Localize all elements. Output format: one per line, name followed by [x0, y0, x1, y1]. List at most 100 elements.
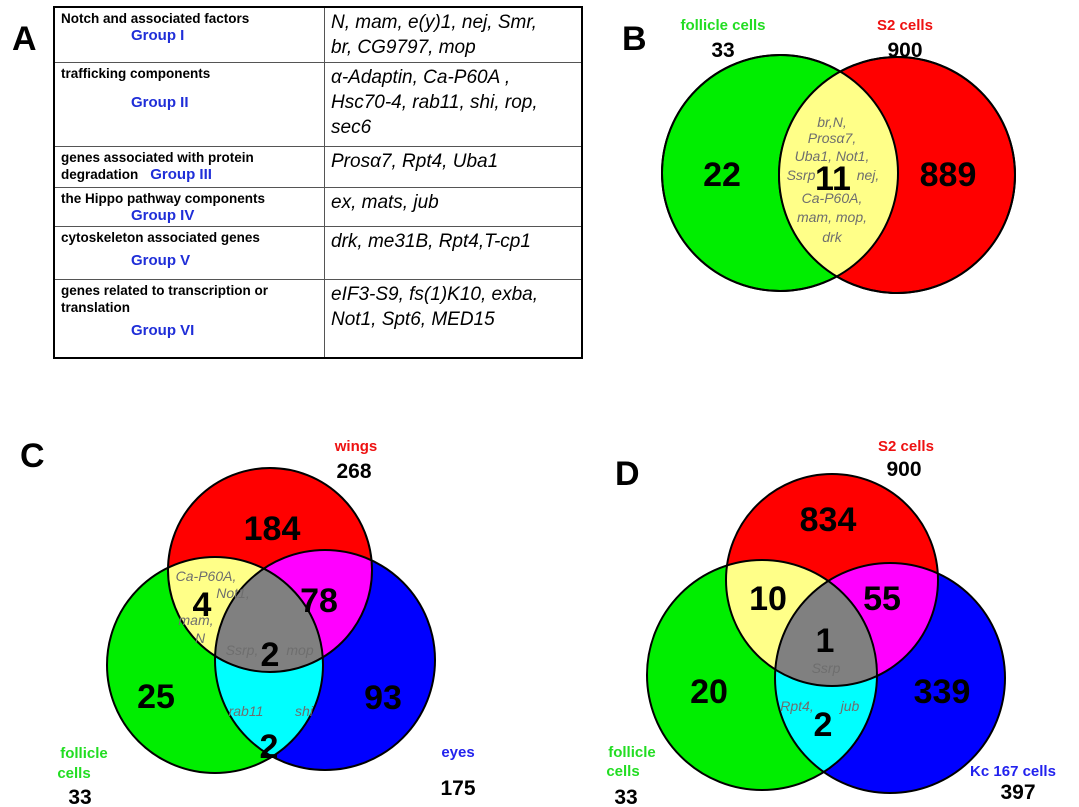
- venn-c-follicle-name: cells: [57, 765, 90, 782]
- gene-list-line: Not1, Spt6, MED15: [331, 309, 495, 330]
- gene-table-body: Notch and associated factors Group I N, ma…: [53, 6, 583, 358]
- venn-b-follicle-name: follicle cells: [680, 17, 765, 34]
- venn-c-eyes-total: 175: [440, 777, 475, 800]
- venn-d-count-s2-kc: 55: [863, 580, 901, 618]
- gene-list-line: drk, me31B, Rpt4,T-cp1: [331, 231, 531, 252]
- gene-list-line: eIF3-S9, fs(1)K10, exba,: [331, 284, 538, 305]
- venn-d-gene-label: Ssrp: [812, 660, 841, 676]
- group-label: Group VI: [131, 322, 195, 339]
- venn-d-s2-circle: [726, 474, 938, 686]
- venn-d-follicle-total: 33: [614, 786, 637, 807]
- table-row: trafficking components Group II α-Adaptin,…: [53, 62, 583, 147]
- category-name: the Hippo pathway components: [61, 191, 266, 206]
- genes-cell: eIF3-S9, fs(1)K10, exba, Not1, Spt6, MED1…: [324, 279, 583, 358]
- genes-cell: N, mam, e(y)1, nej, Smr, br, CG9797, mop: [324, 6, 583, 63]
- venn-d-follicle-kc-region: [775, 563, 877, 790]
- venn-b-count-overlap: 11: [815, 160, 851, 198]
- venn-b-overlap-region: [779, 57, 898, 291]
- venn-c-center-region: [215, 557, 323, 672]
- category-cell: trafficking components Group II: [53, 62, 325, 147]
- group-label: Group III: [150, 166, 212, 183]
- gene-list-line: α-Adaptin, Ca-P60A ,: [331, 67, 511, 88]
- venn-b-follicle-total: 33: [711, 39, 734, 62]
- group-label: Group II: [131, 94, 189, 111]
- table-row: cytoskeleton associated genes Group V drk,…: [53, 226, 583, 280]
- venn-b-overlap-gene: mam, mop,: [797, 209, 867, 225]
- venn-d-count-all: 1: [816, 622, 835, 660]
- venn-c-eyes-circle: [215, 550, 435, 770]
- category-name: Notch and associated factors: [61, 11, 250, 26]
- gene-list-line: sec6: [331, 117, 372, 138]
- venn-b-follicle-circle: [661, 54, 899, 292]
- venn-d-follicle-name: cells: [606, 763, 639, 780]
- panel-label-b: B: [622, 20, 647, 58]
- genes-cell: drk, me31B, Rpt4,T-cp1: [324, 226, 583, 280]
- category-name: trafficking components: [61, 66, 211, 81]
- gene-list-line: ex, mats, jub: [331, 192, 439, 213]
- venn-c-gene-label: mop: [286, 642, 313, 658]
- venn-d-s2-kc-region: [775, 563, 938, 686]
- panel-label-d: D: [615, 455, 640, 493]
- venn-b-count-s2-only: 889: [920, 156, 977, 194]
- category-name: cytoskeleton associated genes: [61, 230, 260, 245]
- venn-c-gene-label: Ssrp,: [226, 642, 259, 658]
- venn-c-gene-label: N: [195, 630, 206, 646]
- venn-d-kc-name: Kc 167 cells: [970, 763, 1056, 780]
- venn-d-count-s2-follicle: 10: [749, 580, 787, 618]
- genes-cell: α-Adaptin, Ca-P60A , Hsc70-4, rab11, shi,…: [324, 62, 583, 147]
- venn-c-count-all: 2: [261, 636, 280, 674]
- venn-d-kc-circle: [775, 563, 1005, 793]
- venn-c-eyes-name: eyes: [441, 744, 474, 761]
- venn-b-overlap-gene: Uba1, Not1,: [795, 148, 870, 164]
- venn-c-wings-total: 268: [336, 460, 371, 483]
- venn-c-follicle-name: follicle: [60, 745, 108, 762]
- gene-group-table: Notch and associated factors Group I N, ma…: [53, 6, 583, 359]
- venn-c-gene-label: Ca-P60A,: [176, 568, 237, 584]
- venn-c-wings-name: wings: [334, 438, 378, 455]
- category-name: genes associated with protein degradatio…: [61, 150, 254, 182]
- venn-d-gene-label: Rpt4,: [780, 698, 813, 714]
- gene-list-line: N, mam, e(y)1, nej, Smr,: [331, 12, 537, 33]
- group-label: Group V: [131, 252, 191, 269]
- venn-b-overlap-gene: br,N,: [817, 114, 847, 130]
- venn-d-s2-follicle-region: [726, 560, 877, 686]
- venn-c-gene-label: Not1,: [216, 585, 249, 601]
- venn-c-count-eyes-only: 93: [364, 679, 402, 717]
- venn-d-count-follicle-kc: 2: [814, 706, 833, 744]
- venn-b-overlap-gene: nej,: [857, 167, 880, 183]
- venn-c-gene-label: mam,: [179, 612, 214, 628]
- venn-c-count-follicle-only: 25: [137, 678, 175, 716]
- venn-d-center-region: [775, 563, 877, 686]
- venn-b-overlap-gene: Prosα7,: [808, 130, 856, 146]
- venn-c-count-wings-follicle: 4: [193, 586, 212, 624]
- gene-list-line: Hsc70-4, rab11, shi, rop,: [331, 92, 538, 113]
- venn-b-overlap-gene: Ssrp: [787, 167, 816, 183]
- genes-cell: Prosα7, Rpt4, Uba1: [324, 146, 583, 188]
- venn-d-follicle-name: follicle: [608, 744, 656, 761]
- venn-d-count-follicle-only: 20: [690, 673, 728, 711]
- group-label: Group I: [131, 27, 185, 44]
- venn-b-s2-circle: [778, 56, 1016, 294]
- venn-c-follicle-eyes-region: [215, 557, 323, 770]
- category-cell: the Hippo pathway components Group IV: [53, 187, 325, 227]
- venn-b-overlap-gene: Ca-P60A,: [802, 190, 863, 206]
- genes-cell: ex, mats, jub: [324, 187, 583, 227]
- venn-c-count-wings-eyes: 78: [300, 582, 338, 620]
- venn-c-wings-eyes-region: [215, 550, 372, 672]
- venn-c-gene-label: rab11: [229, 703, 264, 719]
- venn-d-gene-label: jub: [839, 698, 860, 714]
- group-label: Group IV: [131, 207, 195, 224]
- venn-d-s2-total: 900: [886, 458, 921, 481]
- category-cell: Notch and associated factors Group I: [53, 6, 325, 63]
- venn-d-count-kc-only: 339: [914, 673, 971, 711]
- venn-d-kc-total: 397: [1000, 781, 1035, 804]
- table-row: genes associated with protein degradatio…: [53, 146, 583, 188]
- table-row: the Hippo pathway components Group IV ex, …: [53, 187, 583, 227]
- gene-list-line: br, CG9797, mop: [331, 37, 476, 58]
- category-name: genes related to transcription or transl…: [61, 283, 269, 315]
- table-row: Notch and associated factors Group I N, ma…: [53, 6, 583, 63]
- venn-b-overlap-gene: drk: [822, 229, 842, 245]
- venn-d-s2-name: S2 cells: [878, 438, 934, 455]
- panel-label-a: A: [12, 20, 37, 58]
- venn-b-s2-total: 900: [887, 39, 922, 62]
